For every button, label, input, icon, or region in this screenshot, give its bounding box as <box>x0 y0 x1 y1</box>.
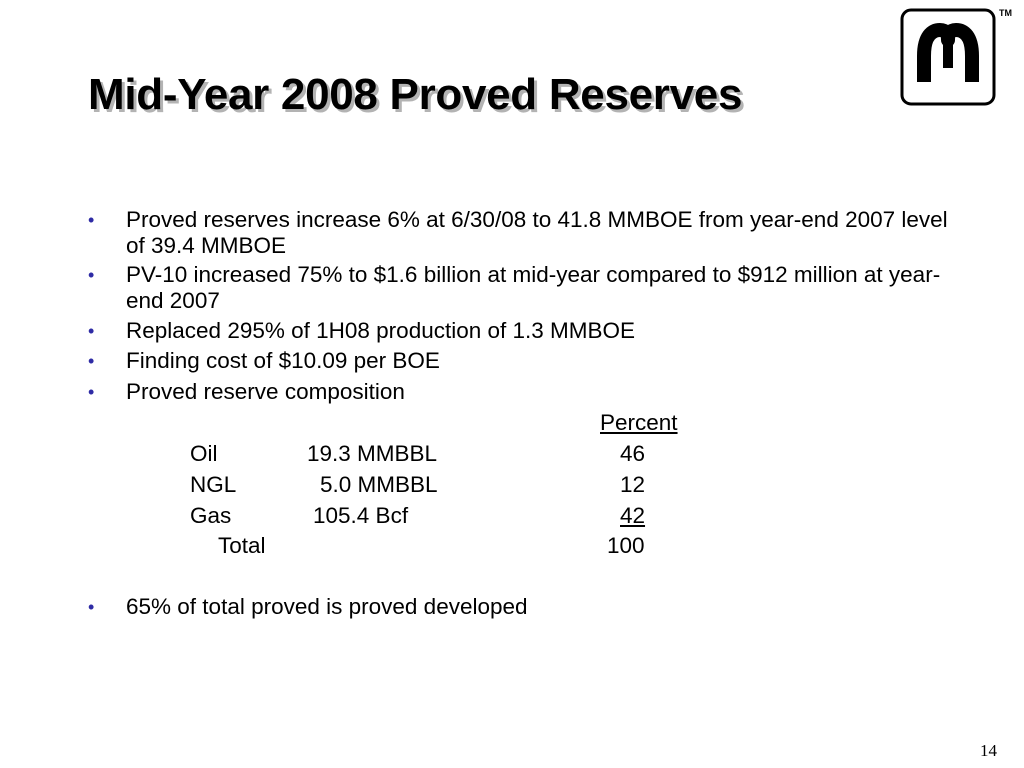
composition-row-label: NGL <box>190 472 237 497</box>
composition-row-percent: 12 <box>620 472 646 497</box>
bullet-item: PV-10 increased 75% to $1.6 billion at m… <box>88 262 956 314</box>
trademark-mark: TM <box>999 8 1012 18</box>
bullet-item: Proved reserve composition <box>88 379 956 405</box>
company-logo-icon <box>900 8 996 106</box>
composition-row-percent: 46 <box>620 441 646 466</box>
bullet-text: 65% of total proved is proved developed <box>126 594 528 619</box>
composition-row-amount: 105.4 Bcf <box>313 503 409 528</box>
bullet-text: Finding cost of $10.09 per BOE <box>126 348 440 373</box>
page-number: 14 <box>980 741 997 760</box>
bullet-text: Proved reserve composition <box>126 379 405 404</box>
composition-row-amount: 19.3 MMBBL <box>307 441 438 466</box>
percent-column-header: Percent <box>600 410 678 435</box>
composition-total-label: Total <box>218 533 266 558</box>
composition-row-label: Gas <box>190 503 232 528</box>
bullet-item: 65% of total proved is proved developed <box>88 594 956 620</box>
composition-row-label: Oil <box>190 441 218 466</box>
composition-row-percent: 42 <box>620 503 646 528</box>
bullet-item: Replaced 295% of 1H08 production of 1.3 … <box>88 318 956 344</box>
bullet-text: Replaced 295% of 1H08 production of 1.3 … <box>126 318 636 343</box>
bullet-item: Finding cost of $10.09 per BOE <box>88 348 956 374</box>
bullet-text: Proved reserves increase 6% at 6/30/08 t… <box>126 207 948 258</box>
slide-title: Mid-Year 2008 Proved Reserves <box>88 70 743 119</box>
composition-row-amount: 5.0 MMBBL <box>320 472 438 497</box>
bullet-text: PV-10 increased 75% to $1.6 billion at m… <box>126 262 941 313</box>
bullet-item: Proved reserves increase 6% at 6/30/08 t… <box>88 207 956 259</box>
composition-total-percent: 100 <box>607 533 645 558</box>
